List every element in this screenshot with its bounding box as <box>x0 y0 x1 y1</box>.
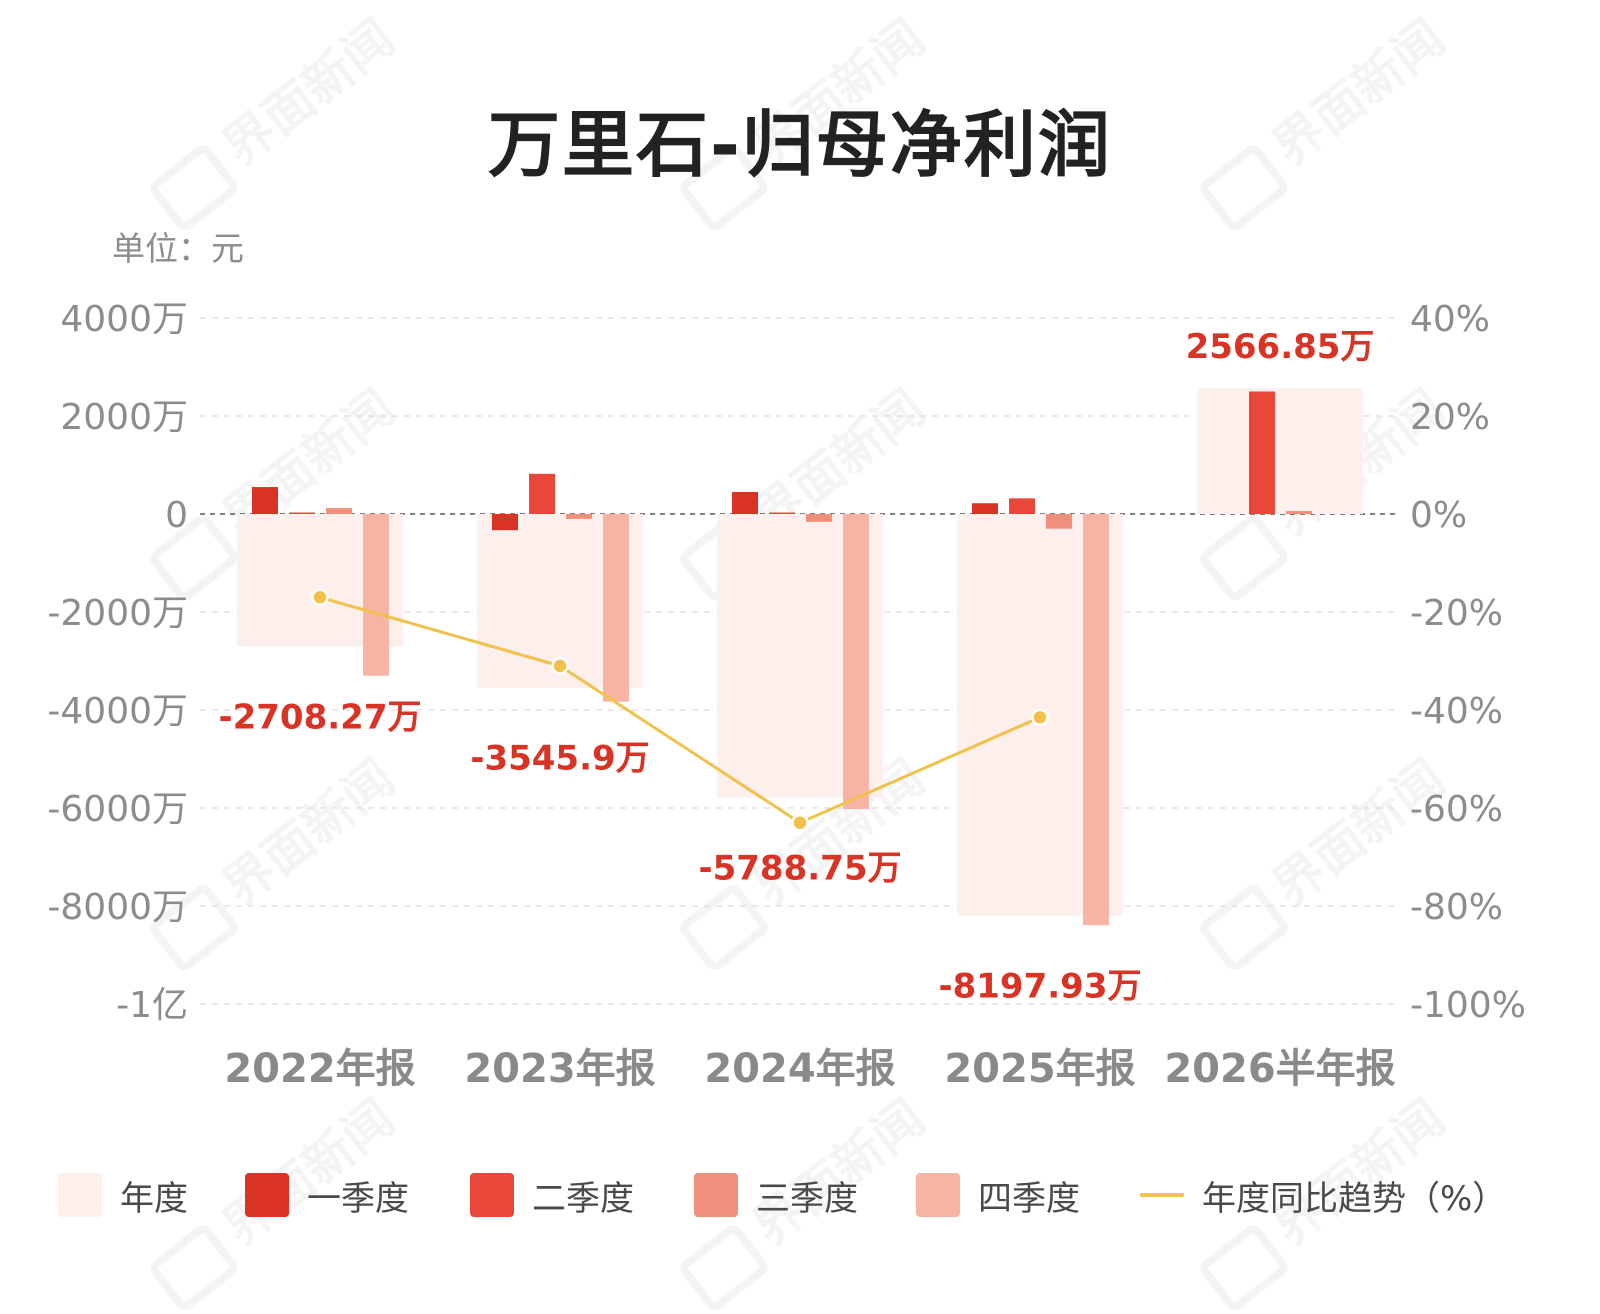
trend-point <box>551 657 569 675</box>
annual-value-label: -2708.27万 <box>219 698 422 738</box>
x-tick-label: 2026半年报 <box>1164 1046 1395 1092</box>
y-tick-label: -2000万 <box>47 593 188 634</box>
quarter-bar-q4 <box>363 514 389 676</box>
y-tick-label: 2000万 <box>60 397 188 438</box>
y-tick-label: -1亿 <box>116 985 188 1026</box>
legend-item-q4: 四季度 <box>916 1172 1080 1219</box>
quarter-bar-q4 <box>843 514 869 809</box>
legend-label: 年度 <box>120 1178 188 1219</box>
quarter-bar-q2 <box>289 512 315 514</box>
y2-tick-label: -60% <box>1410 789 1503 830</box>
quarter-bar-q3 <box>1046 514 1072 529</box>
y2-tick-label: -100% <box>1410 985 1526 1026</box>
quarter-bar-q4 <box>1083 514 1109 926</box>
trend-point <box>311 588 329 607</box>
quarter-bar-q1 <box>732 491 758 514</box>
legend-label: 二季度 <box>532 1178 634 1219</box>
quarter-bar-q2 <box>769 512 795 514</box>
legend-swatch <box>58 1173 102 1217</box>
y2-tick-label: 20% <box>1410 397 1490 438</box>
quarter-bar-q1 <box>972 503 998 514</box>
chart-area: 4000万 2000万 0 -2000万 -4000万 -6000万 -8000万 -1亿 40… <box>47 299 1526 1092</box>
legend-swatch <box>245 1173 289 1217</box>
y2-tick-label: -20% <box>1410 593 1503 634</box>
y2-tick-label: 40% <box>1410 299 1490 340</box>
quarter-bar-q3 <box>1286 511 1312 514</box>
legend-item-trend: 年度同比趋势（%） <box>1140 1172 1507 1219</box>
annual-value-label: -3545.9万 <box>470 739 649 779</box>
legend-label: 三季度 <box>756 1178 858 1219</box>
legend-swatch <box>694 1173 738 1217</box>
quarter-bar-q1 <box>492 514 518 531</box>
y-tick-label: -6000万 <box>47 789 188 830</box>
y-tick-label: 4000万 <box>60 299 188 340</box>
quarter-bar-q2 <box>1249 391 1275 514</box>
annual-bar <box>1197 388 1363 514</box>
trend-point <box>1031 708 1049 727</box>
legend-swatch <box>916 1173 960 1217</box>
y-tick-label: -8000万 <box>47 887 188 928</box>
legend-item-annual: 年度 <box>58 1172 188 1219</box>
x-tick-label: 2025年报 <box>944 1046 1135 1092</box>
legend: 年度 一季度 二季度 三季度 四季度 年度同比趋势（%） <box>0 1172 1600 1242</box>
x-tick-label: 2023年报 <box>464 1046 655 1092</box>
trend-line <box>319 595 1041 825</box>
legend-item-q2: 二季度 <box>470 1172 634 1219</box>
legend-swatch <box>470 1173 514 1217</box>
y2-tick-label: -40% <box>1410 691 1503 732</box>
y-tick-label: 0 <box>165 495 188 536</box>
legend-label: 年度同比趋势（%） <box>1202 1178 1507 1219</box>
unit-label: 单位：元 <box>112 229 244 268</box>
x-tick-label: 2024年报 <box>704 1046 895 1092</box>
legend-line-swatch <box>1140 1193 1184 1197</box>
y2-tick-label: 0% <box>1410 495 1467 536</box>
legend-item-q3: 三季度 <box>694 1172 858 1219</box>
trend-point <box>791 813 809 832</box>
quarter-bar-q3 <box>566 514 592 519</box>
x-tick-label: 2022年报 <box>224 1046 415 1092</box>
quarter-bar-q1 <box>252 487 278 514</box>
quarter-bar-q3 <box>806 514 832 522</box>
y-tick-label: -4000万 <box>47 691 188 732</box>
quarter-bar-q4 <box>603 514 629 702</box>
annual-value-label: 2566.85万 <box>1186 327 1375 367</box>
quarter-bar-q2 <box>1009 498 1035 514</box>
legend-label: 四季度 <box>978 1178 1080 1219</box>
legend-label: 一季度 <box>307 1178 409 1219</box>
quarter-bar-q2 <box>529 473 555 514</box>
chart-title: 万里石-归母净利润 <box>488 103 1112 187</box>
y2-tick-label: -80% <box>1410 887 1503 928</box>
legend-item-q1: 一季度 <box>245 1172 409 1219</box>
quarter-bar-q3 <box>326 508 352 514</box>
annual-value-label: -5788.75万 <box>699 849 902 889</box>
annual-value-label: -8197.93万 <box>939 967 1142 1007</box>
